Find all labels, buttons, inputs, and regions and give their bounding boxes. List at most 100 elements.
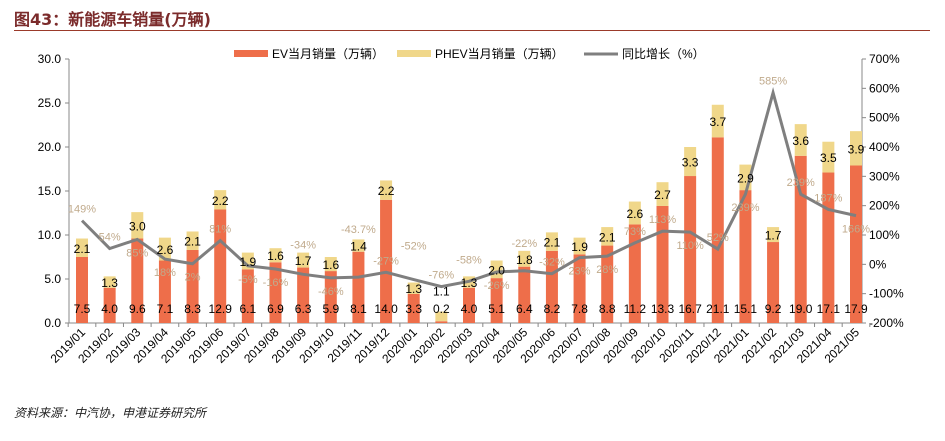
phev-bar <box>711 104 724 138</box>
ev-data-label: 6.3 <box>295 302 312 316</box>
left-tick-label: 5.0 <box>44 272 61 286</box>
phev-bar <box>380 180 393 200</box>
ev-bar <box>573 254 586 323</box>
phev-bar <box>435 311 448 322</box>
yoy-data-label: 166% <box>842 224 870 236</box>
right-tick-label: -200% <box>869 316 904 330</box>
legend-label: 同比增长（%） <box>622 47 705 61</box>
figure-title: 图43：新能源车销量(万辆) <box>14 10 211 29</box>
left-tick-label: 0.0 <box>44 316 61 330</box>
phev-data-label: 1.3 <box>405 282 422 296</box>
ev-bar <box>545 250 558 323</box>
ev-data-label: 6.9 <box>267 302 284 316</box>
left-tick-label: 20.0 <box>38 140 62 154</box>
phev-data-label: 1.7 <box>295 254 312 268</box>
right-tick-label: 200% <box>869 199 900 213</box>
phev-data-label: 1.7 <box>765 229 782 243</box>
phev-bar <box>103 276 116 288</box>
phev-bar <box>545 232 558 251</box>
ev-bar <box>131 238 144 323</box>
phev-data-label: 2.1 <box>544 236 561 250</box>
phev-data-label: 3.5 <box>820 151 837 165</box>
left-tick-label: 15.0 <box>38 184 62 198</box>
legend-label: EV当月销量（万辆） <box>272 47 384 61</box>
ev-bar <box>407 293 420 323</box>
ev-data-label: 5.1 <box>488 302 505 316</box>
phev-data-label: 1.3 <box>461 276 478 290</box>
yoy-data-label: -34% <box>290 239 316 251</box>
phev-data-label: 1.9 <box>240 255 257 269</box>
phev-bar <box>158 237 171 261</box>
ev-data-label: 17.9 <box>844 302 868 316</box>
ev-data-label: 9.6 <box>129 302 146 316</box>
phev-data-label: 2.7 <box>654 188 671 202</box>
ev-bar <box>518 266 531 323</box>
yoy-data-label: -32% <box>539 257 565 269</box>
phev-bar <box>186 231 199 250</box>
phev-data-label: 3.3 <box>682 156 699 170</box>
phev-bar <box>407 282 420 294</box>
right-tick-label: 500% <box>869 111 900 125</box>
yoy-data-label: 85% <box>126 247 148 259</box>
yoy-data-label: -27% <box>373 255 399 267</box>
ev-data-label: 8.3 <box>184 302 201 316</box>
yoy-data-label: 2% <box>185 272 201 284</box>
right-tick-label: 100% <box>869 228 900 242</box>
phev-bar <box>76 238 88 257</box>
yoy-data-label: 113% <box>649 214 677 226</box>
phev-data-label: 2.0 <box>488 263 505 277</box>
phev-data-label: 1.4 <box>350 240 367 254</box>
yoy-data-label: 73% <box>624 226 646 238</box>
phev-data-label: 3.7 <box>709 115 726 129</box>
yoy-data-label: -43.7% <box>341 224 376 236</box>
ev-bar <box>76 257 88 323</box>
yoy-data-label: -76% <box>429 270 455 282</box>
legend-swatch <box>397 50 431 57</box>
yoy-data-label: 52% <box>707 232 729 244</box>
ev-data-label: 7.1 <box>157 302 174 316</box>
ev-bar <box>158 260 171 323</box>
yoy-data-label: -52% <box>401 241 427 253</box>
phev-data-label: 1.9 <box>571 240 588 254</box>
yoy-data-label: 28% <box>596 264 618 276</box>
yoy-data-label: 110% <box>676 240 704 252</box>
phev-data-label: 1.3 <box>101 276 118 290</box>
ev-data-label: 11.2 <box>624 302 647 316</box>
ev-bar <box>628 224 641 323</box>
ev-bar <box>794 155 807 323</box>
yoy-data-label: 54% <box>99 231 121 243</box>
ev-bar <box>103 287 116 323</box>
yoy-data-label: -5% <box>238 274 258 286</box>
phev-bar <box>850 131 862 166</box>
right-tick-label: 300% <box>869 169 900 183</box>
phev-data-label: 1.6 <box>267 249 284 263</box>
ev-data-label: 8.1 <box>350 302 367 316</box>
ev-bar <box>241 269 254 323</box>
ev-bar <box>490 278 503 323</box>
yoy-data-label: 149% <box>68 204 96 216</box>
phev-bar <box>269 248 282 263</box>
ev-bar <box>739 190 752 323</box>
ev-data-label: 12.9 <box>209 302 233 316</box>
ev-data-label: 15.1 <box>734 302 758 316</box>
phev-data-label: 2.6 <box>157 243 174 257</box>
ev-bar <box>186 249 199 323</box>
left-tick-label: 30.0 <box>38 52 62 66</box>
ev-data-label: 6.4 <box>516 302 533 316</box>
ev-bar <box>711 137 724 323</box>
right-tick-label: 0% <box>869 257 887 271</box>
ev-bar <box>656 205 669 323</box>
phev-bar <box>518 250 531 267</box>
phev-bar <box>324 257 337 272</box>
ev-data-label: 6.1 <box>240 302 257 316</box>
phev-data-label: 2.2 <box>378 184 395 198</box>
ev-data-label: 13.3 <box>651 302 675 316</box>
yoy-data-label: -16% <box>263 277 289 289</box>
ev-data-label: 4.0 <box>461 302 478 316</box>
ev-data-label: 0.2 <box>433 302 450 316</box>
phev-bar <box>131 212 144 239</box>
source-note: 资料来源：中汽协，申港证券研究所 <box>14 406 207 420</box>
legend-swatch <box>234 50 268 57</box>
phev-bar <box>601 227 614 246</box>
yoy-data-label: 585% <box>759 76 787 88</box>
